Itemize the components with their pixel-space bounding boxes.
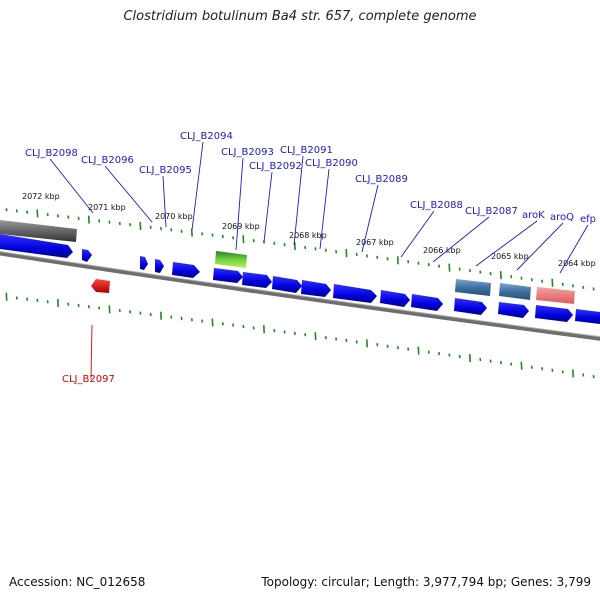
rrna-bar-reverse xyxy=(0,220,77,242)
gene-CLJ_B2089-feature xyxy=(333,284,377,303)
gene-label[interactable]: CLJ_B2096 xyxy=(81,155,134,166)
highlight-feature-steel-1 xyxy=(455,279,491,296)
genome-summary-text: Topology: circular; Length: 3,977,794 bp… xyxy=(261,575,591,589)
gene-label[interactable]: CLJ_B2098 xyxy=(25,148,78,159)
leader-line xyxy=(559,224,589,274)
gene-CLJ_B2087-feature xyxy=(411,294,443,311)
gene-CLJ_B2094-feature xyxy=(172,262,200,278)
gene-efp-feature xyxy=(535,305,573,322)
gene-label[interactable]: aroK xyxy=(522,210,545,221)
highlight-feature-steel-2 xyxy=(499,283,531,300)
kbp-label: 2072 kbp xyxy=(22,192,60,201)
gene-label[interactable]: CLJ_B2094 xyxy=(180,131,233,142)
gene-label[interactable]: efp xyxy=(580,214,596,225)
gene-label[interactable]: CLJ_B2089 xyxy=(355,174,408,185)
kbp-labels: 2072 kbp 2071 kbp 2070 kbp 2069 kbp 2068 kbp… xyxy=(22,192,596,268)
leader-line xyxy=(475,220,538,267)
gene-CLJ_B2093-feature xyxy=(213,268,243,283)
gene-label[interactable]: CLJ_B2095 xyxy=(139,165,192,176)
gene-CLJ_B2088-feature xyxy=(380,290,410,307)
gene-label[interactable]: CLJ_B2090 xyxy=(305,158,358,169)
gene-label[interactable]: aroQ xyxy=(550,212,574,223)
kbp-ruler-upper xyxy=(5,208,595,291)
leader-line xyxy=(191,141,204,231)
gene-aroK-feature xyxy=(454,298,487,315)
leader-line xyxy=(516,222,564,271)
leader-line xyxy=(162,175,167,228)
gene-CLJ_B2098-feature xyxy=(0,234,73,258)
kbp-label: 2067 kbp xyxy=(356,238,394,247)
gene-CLJ_B2095-feature xyxy=(155,259,164,273)
accession-text: Accession: NC_012658 xyxy=(9,575,146,589)
genome-title: Clostridium botulinum Ba4 str. 657, comp… xyxy=(123,9,477,24)
leader-line xyxy=(90,324,93,380)
leader-line xyxy=(432,216,490,263)
kbp-label: 2068 kbp xyxy=(289,231,327,240)
kbp-label: 2064 kbp xyxy=(558,259,596,268)
kbp-label: 2066 kbp xyxy=(423,246,461,255)
gene-CLJ_B2092-feature xyxy=(242,272,272,288)
kbp-label: 2069 kbp xyxy=(222,222,260,231)
gene-label[interactable]: CLJ_B2088 xyxy=(410,200,463,211)
leader-line xyxy=(235,157,244,251)
gene-label[interactable]: CLJ_B2093 xyxy=(221,147,274,158)
kbp-label: 2070 kbp xyxy=(155,212,193,221)
leader-line xyxy=(361,184,379,253)
gene-CLJ_B2091-feature xyxy=(272,276,302,293)
genome-backbone xyxy=(0,251,600,341)
genome-backbone-highlight xyxy=(0,251,600,338)
leader-line xyxy=(293,155,304,246)
kbp-label: 2071 kbp xyxy=(88,203,126,212)
gene-next-feature xyxy=(575,309,600,324)
gene-CLJ_B2095a-feature xyxy=(140,256,148,270)
kbp-ruler-lower xyxy=(5,292,595,379)
label-leader-lines xyxy=(49,141,589,380)
gene-label[interactable]: CLJ_B2092 xyxy=(249,161,302,172)
rna-feature-green xyxy=(215,251,247,268)
gene-label[interactable]: CLJ_B2087 xyxy=(465,206,518,217)
leader-line xyxy=(49,158,94,214)
gene-label[interactable]: CLJ_B2091 xyxy=(280,145,333,156)
gene-CLJ_B2096-feature xyxy=(82,249,92,262)
gene-label[interactable]: CLJ_B2097 xyxy=(62,374,115,385)
kbp-label: 2065 kbp xyxy=(491,252,529,261)
leader-line xyxy=(104,165,153,223)
leader-line xyxy=(319,168,330,250)
gene-aroQ-feature xyxy=(498,302,529,318)
gene-CLJ_B2097-feature xyxy=(91,279,110,293)
leader-line xyxy=(400,210,435,258)
leader-line xyxy=(263,171,273,243)
gene-CLJ_B2090-feature xyxy=(301,280,331,297)
highlight-feature-pink xyxy=(536,287,575,304)
